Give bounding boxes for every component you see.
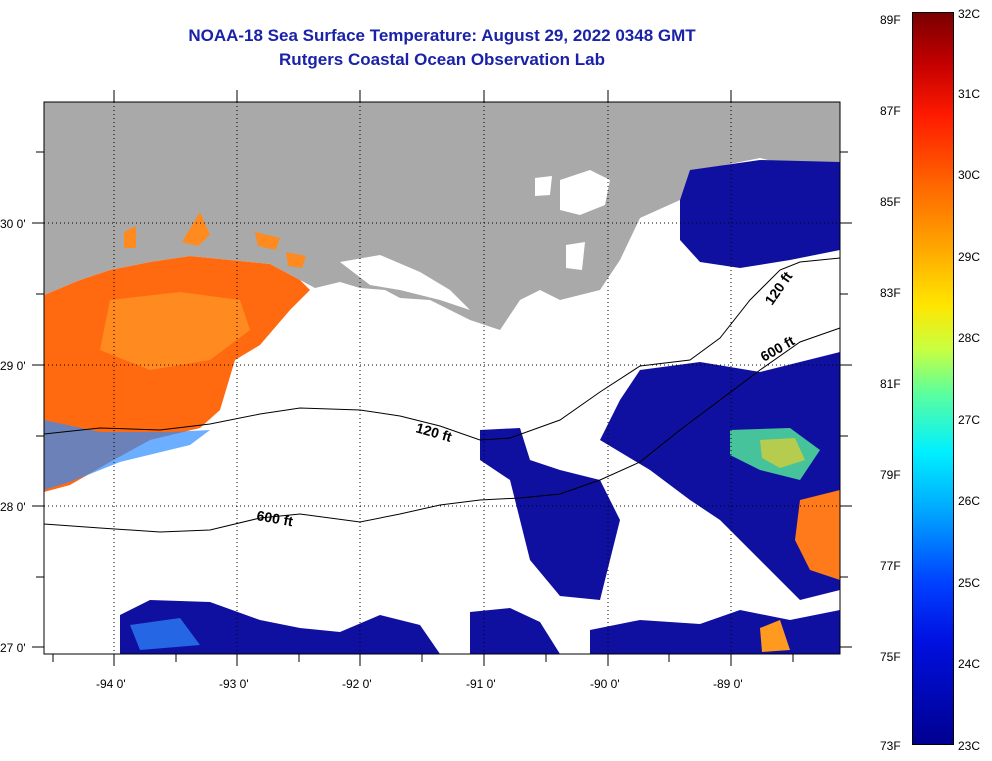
cool-water-region	[600, 352, 840, 600]
lat-label: 30 0'	[0, 217, 26, 231]
colorbar-f-label: 81F	[880, 377, 901, 391]
colorbar-c-label: 31C	[958, 87, 981, 101]
colorbar-f-label: 85F	[880, 195, 901, 209]
colorbar-c-label: 23C	[958, 739, 981, 753]
warm-coastal-blob	[255, 232, 280, 250]
map-title: NOAA-18 Sea Surface Temperature: August …	[188, 26, 696, 45]
colorbar-c-label: 27C	[958, 413, 981, 427]
cool-edge	[44, 420, 210, 490]
colorbar-f-label: 83F	[880, 286, 901, 300]
lat-label: 28 0'	[0, 500, 26, 514]
warm-water-patch-east	[795, 490, 840, 580]
map-subtitle: Rutgers Coastal Ocean Observation Lab	[279, 50, 605, 69]
axis-ticks	[32, 90, 852, 666]
contour-600ft	[43, 327, 841, 533]
colorbar-c-label: 30C	[958, 168, 981, 182]
colorbar-f-label: 73F	[880, 739, 901, 753]
warm-water-patch-south	[760, 620, 790, 652]
cool-water-region	[470, 608, 560, 654]
colorbar-c-label: 32C	[958, 7, 981, 21]
colorbar-f-label: 75F	[880, 650, 901, 664]
lon-label: -89 0'	[713, 677, 743, 691]
lat-label: 29 0'	[0, 359, 26, 373]
colorbar-c-label: 24C	[958, 657, 981, 671]
colorbar-f-label: 87F	[880, 104, 901, 118]
lat-label: 27 0'	[0, 641, 26, 655]
lon-label: -92 0'	[342, 677, 372, 691]
lon-label: -94 0'	[96, 677, 126, 691]
cool-water-region	[680, 160, 840, 268]
lon-label: -93 0'	[219, 677, 249, 691]
cloud-patch	[535, 176, 552, 196]
mid-water-patch-east	[760, 438, 805, 468]
warm-coastal-blob	[182, 212, 210, 246]
lon-label: -91 0'	[466, 677, 496, 691]
lon-label: -90 0'	[590, 677, 620, 691]
temperature-colorbar	[912, 12, 954, 745]
cool-water-region	[120, 600, 440, 654]
colorbar-c-label: 28C	[958, 331, 981, 345]
cool-water-region	[480, 428, 620, 600]
colorbar-c-label: 25C	[958, 576, 981, 590]
warm-coastal-blob	[286, 252, 306, 268]
cool-water-patch	[130, 618, 200, 650]
colorbar-f-label: 89F	[880, 13, 901, 27]
colorbar-c-label: 29C	[958, 250, 981, 264]
warm-coastal-blob	[124, 226, 136, 248]
contour-label-600ft: 600 ft	[255, 507, 294, 529]
land-mass	[44, 102, 840, 330]
colorbar-f-label: 79F	[880, 468, 901, 482]
graticule	[44, 102, 840, 654]
contour-120ft	[43, 257, 841, 441]
map-frame	[43, 101, 841, 655]
cloud-patch	[566, 242, 585, 270]
warm-water-patch	[100, 292, 250, 370]
colorbar-f-label: 77F	[880, 559, 901, 573]
cloud-patch	[560, 170, 610, 215]
colorbar-c-label: 26C	[958, 494, 981, 508]
cloud-patch	[340, 255, 470, 310]
